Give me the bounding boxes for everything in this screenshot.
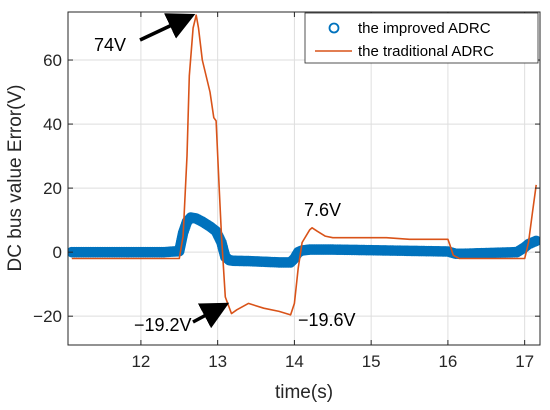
annotations: 74V 7.6V −19.2V −19.6V — [94, 13, 356, 335]
y-tick-label: 0 — [53, 243, 62, 262]
series-traditional-adrc — [71, 14, 537, 316]
annotation-7.6v: 7.6V — [304, 200, 341, 220]
improved-adrc-marker — [530, 235, 540, 247]
series-layer — [68, 14, 540, 316]
legend: the improved ADRC the traditional ADRC — [304, 12, 539, 64]
axes-box — [67, 11, 541, 346]
y-tick-label: 60 — [43, 51, 62, 70]
annotation-minus-19.2v: −19.2V — [134, 315, 192, 335]
x-tick-label: 15 — [362, 352, 381, 371]
x-tick-label: 16 — [438, 352, 457, 371]
x-tick-label: 17 — [515, 352, 534, 371]
y-tick-label: 20 — [43, 179, 62, 198]
x-tick-label: 12 — [131, 352, 150, 371]
annotation-arrow-74v — [139, 13, 196, 42]
y-tick-label: −20 — [33, 307, 62, 326]
y-tick-label: 40 — [43, 115, 62, 134]
legend-marker-improved — [328, 22, 340, 34]
series-improved-adrc — [68, 212, 540, 268]
annotation-arrow-minus-19.2v — [192, 302, 230, 329]
x-axis-title: time(s) — [275, 382, 333, 403]
y-axis-title: DC bus value Error(V) — [5, 85, 26, 272]
x-tick-label: 14 — [285, 352, 304, 371]
x-tick-label: 13 — [208, 352, 227, 371]
legend-label-improved: the improved ADRC — [358, 20, 491, 37]
legend-label-traditional: the traditional ADRC — [358, 43, 494, 60]
legend-box — [304, 12, 539, 64]
annotation-minus-19.6v: −19.6V — [298, 310, 356, 330]
ticks: 12 13 14 15 16 17 −20 0 20 40 60 — [33, 12, 540, 371]
plot-area — [68, 12, 540, 345]
annotation-74v: 74V — [94, 35, 126, 55]
